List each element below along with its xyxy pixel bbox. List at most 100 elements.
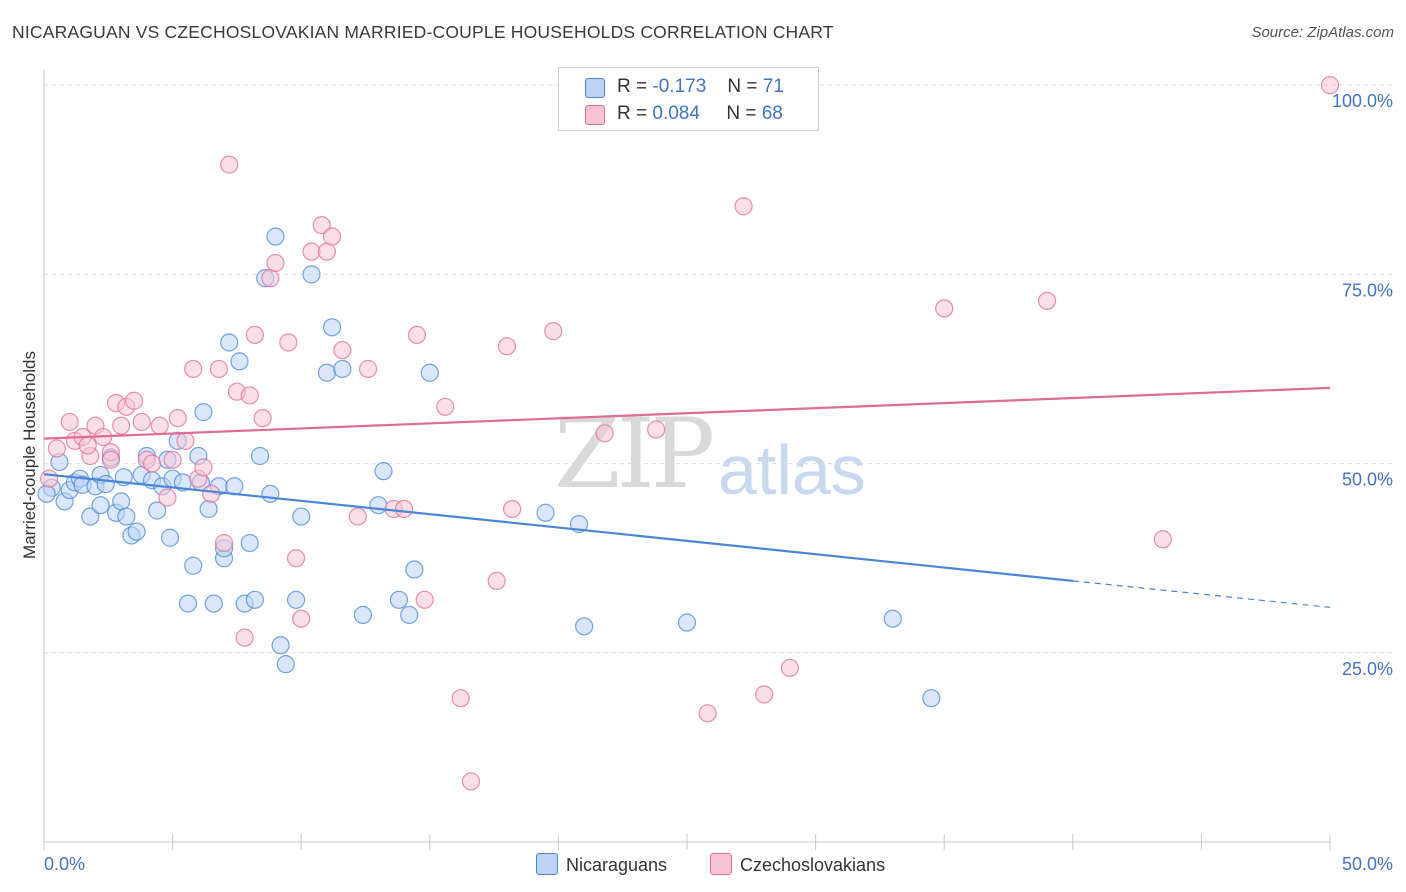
point-czechoslovakians: [124, 391, 144, 410]
point-czechoslovakians: [1320, 76, 1340, 95]
y-tick-label: 100.0%: [1332, 91, 1393, 111]
point-czechoslovakians: [40, 469, 59, 488]
point-czechoslovakians: [286, 549, 306, 568]
bottom-legend-nicaraguans: Nicaraguans: [536, 853, 667, 876]
point-czechoslovakians: [176, 431, 195, 450]
point-czechoslovakians: [261, 269, 280, 288]
point-nicaraguans: [261, 484, 280, 503]
point-nicaraguans: [286, 590, 306, 609]
point-nicaraguans: [81, 507, 100, 526]
x-tick-label: 50.0%: [1342, 854, 1393, 874]
point-czechoslovakians: [312, 216, 331, 235]
bottom-legend-swatch-blue: [536, 853, 558, 875]
point-czechoslovakians: [158, 488, 177, 507]
point-czechoslovakians: [112, 416, 131, 435]
trend-line-extension-nicaraguans: [1072, 580, 1331, 608]
y-tick-label: 75.0%: [1342, 280, 1393, 300]
point-czechoslovakians: [132, 412, 151, 432]
point-czechoslovakians: [647, 420, 666, 439]
y-tick-label: 25.0%: [1342, 659, 1393, 679]
y-tick-label: 50.0%: [1342, 470, 1393, 490]
bottom-legend-swatch-pink: [710, 853, 732, 875]
point-czechoslovakians: [780, 658, 799, 678]
point-nicaraguans: [353, 605, 373, 625]
point-czechoslovakians: [436, 397, 455, 416]
point-nicaraguans: [199, 499, 218, 519]
point-nicaraguans: [322, 318, 342, 337]
chart-title: NICARAGUAN VS CZECHOSLOVAKIAN MARRIED-CO…: [12, 22, 834, 42]
legend-r-value: -0.173: [652, 76, 707, 97]
point-czechoslovakians: [101, 450, 120, 469]
point-czechoslovakians: [266, 253, 285, 273]
point-nicaraguans: [230, 352, 249, 371]
point-nicaraguans: [160, 528, 180, 547]
point-nicaraguans: [883, 609, 902, 628]
point-czechoslovakians: [184, 359, 203, 379]
point-czechoslovakians: [142, 454, 162, 473]
point-nicaraguans: [292, 507, 311, 526]
point-czechoslovakians: [348, 507, 367, 526]
point-nicaraguans: [333, 359, 352, 379]
point-nicaraguans: [389, 590, 409, 609]
point-nicaraguans: [276, 655, 295, 674]
x-tick-label: 0.0%: [44, 854, 85, 874]
legend-r-label: R =: [617, 103, 648, 124]
point-nicaraguans: [148, 501, 167, 520]
legend-n-label: N =: [727, 76, 758, 97]
point-czechoslovakians: [497, 337, 517, 356]
point-czechoslovakians: [1153, 530, 1172, 549]
legend-n-value: 71: [762, 76, 784, 97]
point-nicaraguans: [240, 533, 259, 553]
bottom-legend-label: Nicaraguans: [566, 855, 668, 875]
point-nicaraguans: [245, 590, 265, 609]
point-nicaraguans: [271, 636, 290, 655]
point-nicaraguans: [184, 556, 203, 575]
point-czechoslovakians: [168, 409, 187, 428]
point-czechoslovakians: [322, 227, 342, 246]
point-nicaraguans: [922, 689, 941, 708]
point-czechoslovakians: [407, 325, 427, 345]
point-czechoslovakians: [47, 439, 66, 458]
trend-line-nicaraguans: [43, 473, 1073, 582]
point-czechoslovakians: [292, 609, 311, 628]
point-nicaraguans: [112, 492, 131, 511]
bottom-legend-label: Czechoslovakians: [740, 855, 886, 875]
point-czechoslovakians: [60, 412, 79, 432]
source-label: Source: ZipAtlas.com: [1251, 24, 1394, 41]
point-nicaraguans: [250, 446, 270, 466]
point-czechoslovakians: [595, 424, 614, 443]
point-nicaraguans: [204, 594, 223, 613]
point-nicaraguans: [374, 462, 393, 481]
point-czechoslovakians: [451, 689, 470, 708]
point-czechoslovakians: [394, 499, 414, 519]
point-nicaraguans: [266, 227, 285, 246]
point-czechoslovakians: [698, 704, 717, 723]
point-nicaraguans: [302, 265, 321, 284]
point-czechoslovakians: [755, 685, 774, 704]
point-nicaraguans: [96, 474, 115, 494]
point-czechoslovakians: [214, 533, 234, 553]
point-czechoslovakians: [358, 359, 378, 379]
point-czechoslovakians: [279, 333, 298, 352]
point-nicaraguans: [420, 363, 439, 382]
point-czechoslovakians: [220, 155, 239, 174]
point-czechoslovakians: [150, 416, 169, 435]
correlation-legend: R = -0.173 N = 71 R = 0.084 N = 68: [558, 67, 819, 131]
point-czechoslovakians: [240, 386, 259, 405]
point-nicaraguans: [220, 333, 239, 352]
point-nicaraguans: [37, 484, 56, 503]
point-czechoslovakians: [544, 322, 563, 341]
point-czechoslovakians: [78, 436, 97, 455]
bottom-legend-czechoslovakians: Czechoslovakians: [710, 853, 885, 876]
point-czechoslovakians: [461, 772, 481, 791]
point-nicaraguans: [117, 507, 136, 526]
point-nicaraguans: [575, 617, 594, 636]
point-nicaraguans: [405, 560, 424, 579]
point-czechoslovakians: [235, 628, 254, 647]
point-nicaraguans: [400, 605, 419, 625]
point-czechoslovakians: [503, 499, 522, 519]
point-czechoslovakians: [415, 590, 434, 609]
point-czechoslovakians: [935, 299, 954, 318]
point-czechoslovakians: [333, 340, 352, 360]
